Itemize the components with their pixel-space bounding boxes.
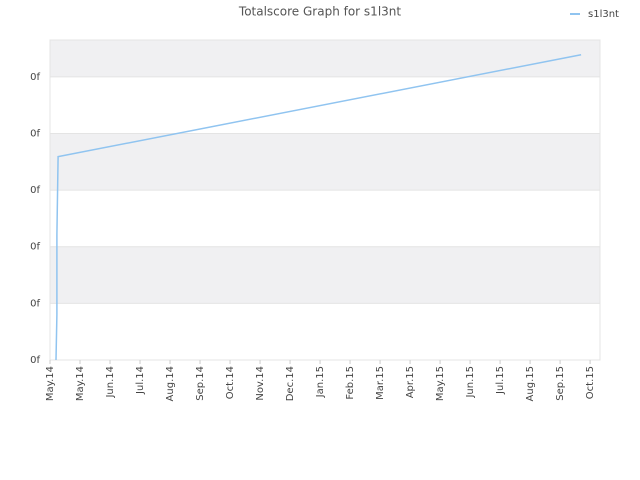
x-tick-label: May.14 <box>75 366 86 401</box>
x-tick-label: Jan.15 <box>315 366 326 398</box>
x-tick-label: Jun.15 <box>465 366 476 399</box>
grid-band <box>50 133 600 191</box>
y-tick-label: 0f <box>30 128 40 139</box>
x-tick-label: Sep.15 <box>555 366 566 401</box>
x-tick-label: Jun.14 <box>105 366 116 399</box>
x-tick-label: Feb.15 <box>345 366 356 400</box>
grid-band <box>50 40 600 77</box>
y-tick-label: 0f <box>30 242 40 253</box>
x-tick-label: Oct.14 <box>225 366 236 399</box>
x-tick-label: Nov.14 <box>255 366 266 401</box>
plot-frame <box>49 39 601 361</box>
grid-band <box>50 246 600 304</box>
y-tick-label: 0f <box>30 185 40 196</box>
x-tick-label: May.14 <box>45 366 56 401</box>
legend-label: s1l3nt <box>588 9 619 20</box>
series-line <box>55 53 582 361</box>
x-tick-label: Mar.15 <box>375 366 386 400</box>
x-tick-label: Dec.14 <box>285 366 296 401</box>
x-tick-label: Aug.14 <box>165 366 176 401</box>
x-tick-label: Aug.15 <box>525 366 536 401</box>
x-tick-label: Oct.15 <box>585 366 596 399</box>
y-tick-label: 0f <box>30 298 40 309</box>
x-tick-label: Jul.15 <box>495 366 506 395</box>
y-tick-label: 0f <box>30 72 40 83</box>
chart-title: Totalscore Graph for s1l3nt <box>238 5 401 19</box>
x-tick-label: Apr.15 <box>405 366 416 398</box>
x-tick-label: Jul.14 <box>135 366 146 395</box>
y-tick-label: 0f <box>30 355 40 366</box>
x-tick-label: May.15 <box>435 366 446 401</box>
x-tick-label: Sep.14 <box>195 366 206 401</box>
